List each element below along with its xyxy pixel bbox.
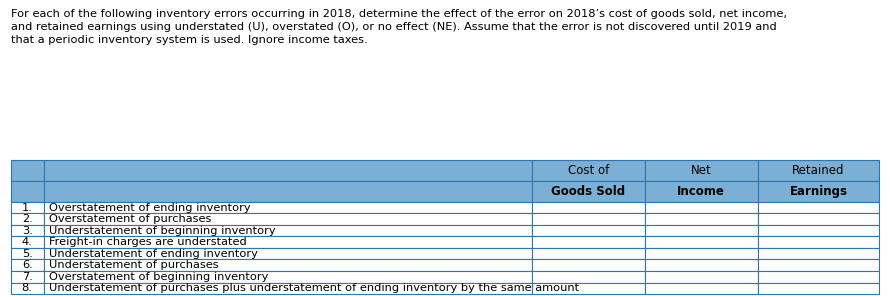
Text: Cost of: Cost of — [568, 164, 609, 177]
Bar — [757, 282, 879, 294]
Bar — [532, 202, 644, 213]
Bar — [644, 213, 757, 225]
Bar — [532, 213, 644, 225]
Text: Goods Sold: Goods Sold — [551, 185, 626, 198]
Bar — [532, 260, 644, 271]
Bar — [11, 213, 44, 225]
Bar — [44, 202, 532, 213]
Text: 2.: 2. — [22, 214, 33, 224]
Bar — [532, 236, 644, 248]
Bar — [644, 260, 757, 271]
Bar — [644, 282, 757, 294]
Bar — [757, 202, 879, 213]
Bar — [44, 260, 532, 271]
Bar — [11, 260, 44, 271]
Text: Overstatement of ending inventory: Overstatement of ending inventory — [49, 203, 250, 213]
Bar — [44, 181, 532, 202]
Bar — [11, 248, 44, 260]
Bar — [644, 271, 757, 282]
Text: 6.: 6. — [22, 260, 33, 270]
Text: Retained: Retained — [792, 164, 845, 177]
Bar — [644, 248, 757, 260]
Text: 4.: 4. — [22, 237, 33, 247]
Text: 1.: 1. — [21, 203, 33, 213]
Bar — [532, 282, 644, 294]
Text: Understatement of purchases: Understatement of purchases — [49, 260, 219, 270]
Bar — [11, 236, 44, 248]
Text: Understatement of purchases plus understatement of ending inventory by the same : Understatement of purchases plus underst… — [49, 283, 579, 293]
Text: Earnings: Earnings — [789, 185, 847, 198]
Bar — [11, 160, 44, 181]
Bar — [644, 181, 757, 202]
Text: Understatement of ending inventory: Understatement of ending inventory — [49, 249, 258, 259]
Text: 5.: 5. — [21, 249, 33, 259]
Bar — [757, 160, 879, 181]
Bar — [757, 271, 879, 282]
Bar — [757, 248, 879, 260]
Text: Freight-in charges are understated: Freight-in charges are understated — [49, 237, 247, 247]
Bar — [644, 202, 757, 213]
Text: For each of the following inventory errors occurring in 2018, determine the effe: For each of the following inventory erro… — [11, 9, 787, 45]
Bar — [44, 282, 532, 294]
Bar — [44, 236, 532, 248]
Bar — [11, 225, 44, 236]
Bar — [644, 236, 757, 248]
Bar — [532, 248, 644, 260]
Bar — [11, 202, 44, 213]
Bar — [44, 213, 532, 225]
Bar — [757, 181, 879, 202]
Text: 3.: 3. — [21, 226, 33, 236]
Text: Income: Income — [677, 185, 725, 198]
Text: Overstatement of purchases: Overstatement of purchases — [49, 214, 211, 224]
Bar — [532, 160, 644, 181]
Bar — [532, 271, 644, 282]
Bar — [757, 213, 879, 225]
Bar — [44, 160, 532, 181]
Bar — [644, 225, 757, 236]
Bar — [11, 271, 44, 282]
Text: 7.: 7. — [21, 272, 33, 282]
Bar — [11, 181, 44, 202]
Bar — [532, 225, 644, 236]
Bar — [757, 225, 879, 236]
Bar — [44, 248, 532, 260]
Bar — [532, 181, 644, 202]
Text: Overstatement of beginning inventory: Overstatement of beginning inventory — [49, 272, 268, 282]
Bar — [11, 282, 44, 294]
Bar — [757, 236, 879, 248]
Bar — [644, 160, 757, 181]
Text: Net: Net — [691, 164, 712, 177]
Text: 8.: 8. — [21, 283, 33, 293]
Bar — [757, 260, 879, 271]
Bar — [44, 225, 532, 236]
Bar — [44, 271, 532, 282]
Text: Understatement of beginning inventory: Understatement of beginning inventory — [49, 226, 276, 236]
